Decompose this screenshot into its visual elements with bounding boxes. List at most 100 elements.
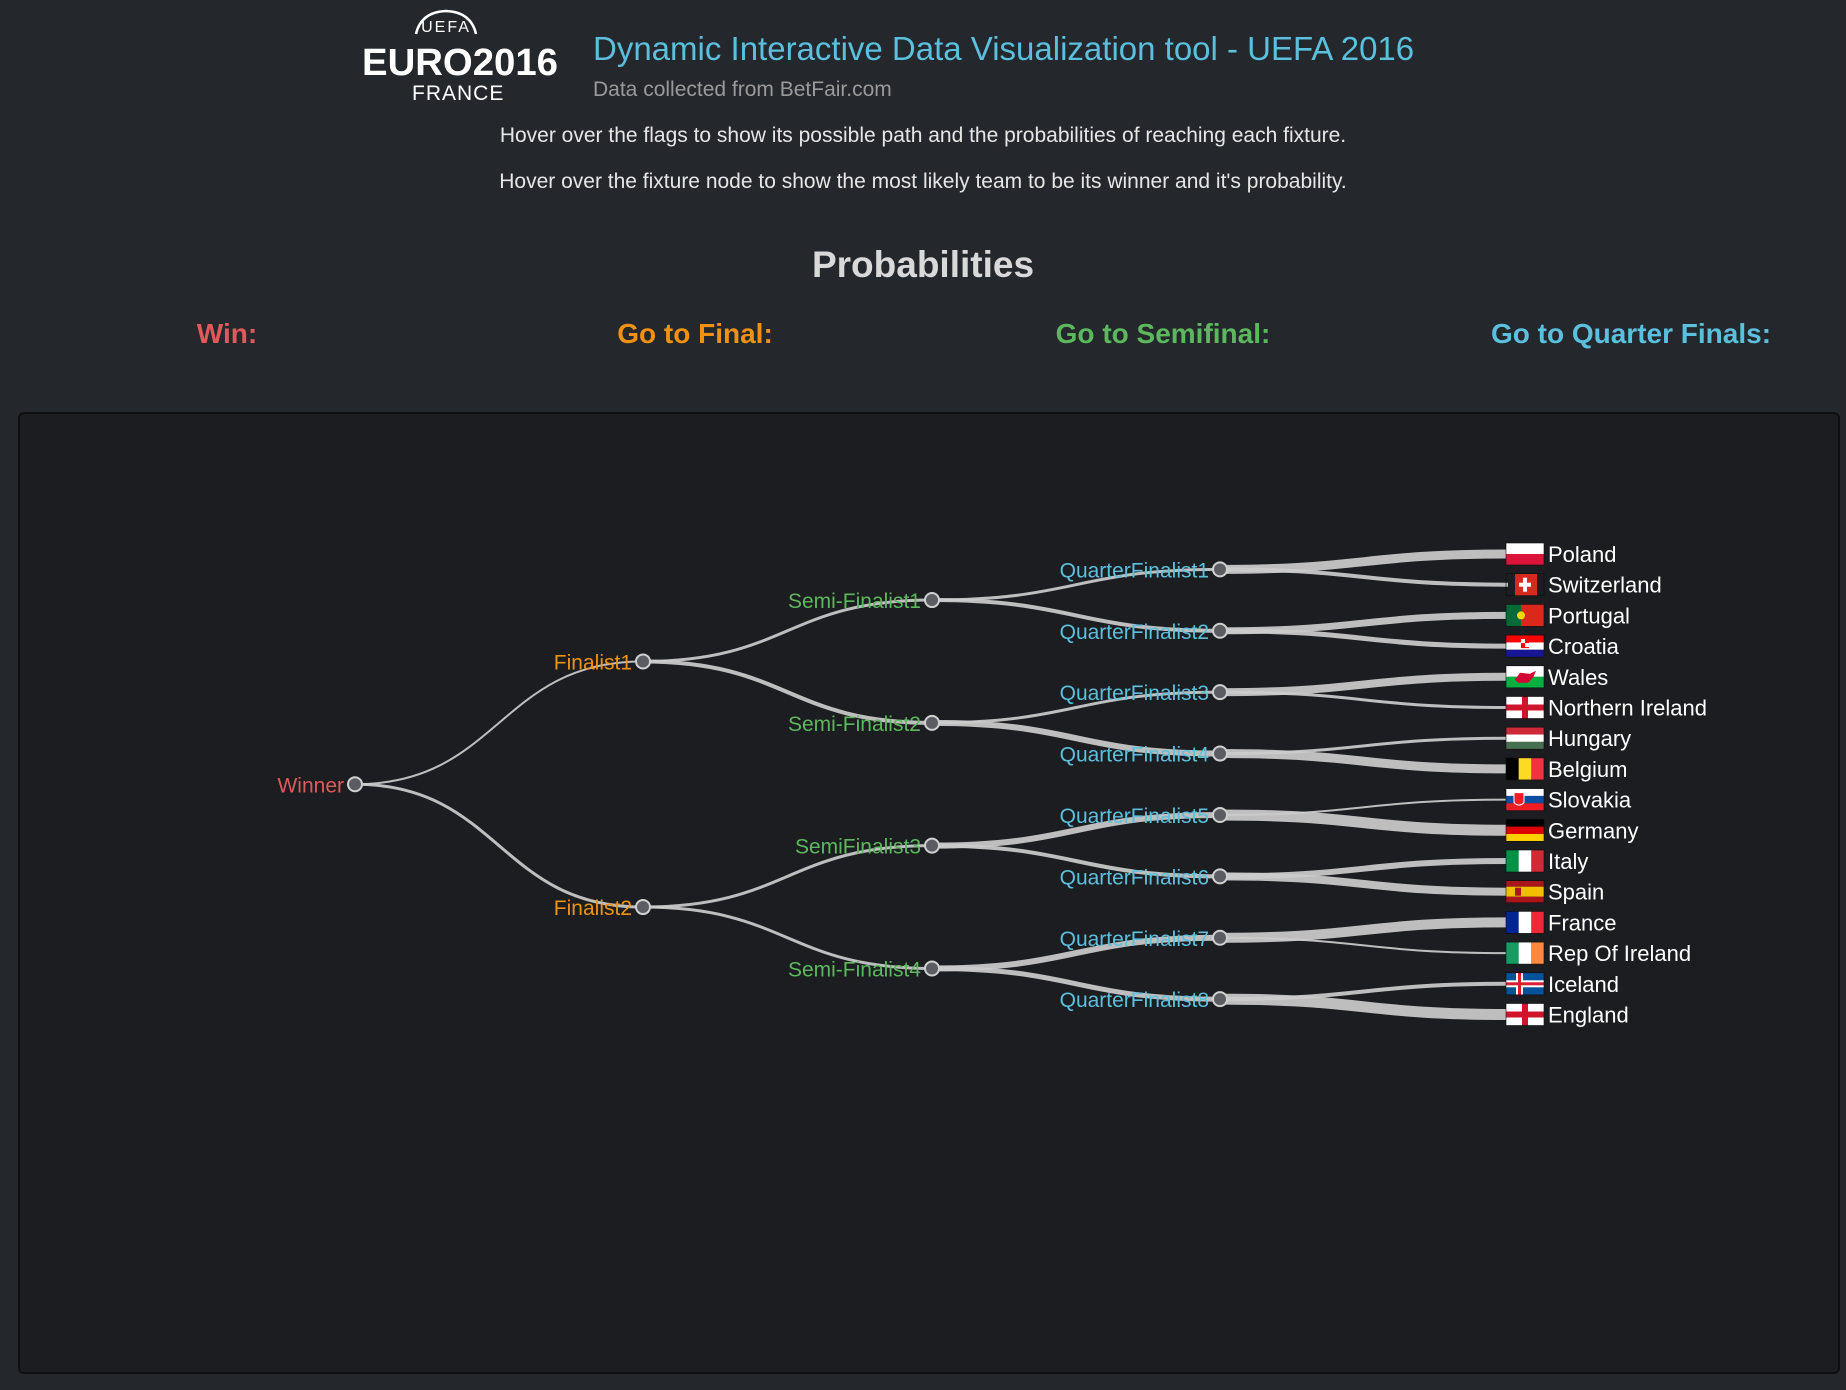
link-semifinalist-quarterfinalist8 [931,965,1221,1002]
portugal-flag-icon[interactable] [1505,604,1545,627]
quarterfinalist5-node[interactable] [1212,806,1228,823]
link-semifinalist-quarterfinalist1 [931,567,1221,602]
logo-country-text: FRANCE [412,82,504,105]
semifinalist2-label: Semi-Finalist2 [788,713,921,736]
team-name-croatia: Croatia [1548,634,1620,659]
quarterfinalist5-label: QuarterFinalist5 [1060,805,1209,828]
team-name-wales: Wales [1548,665,1608,690]
quarterfinalist7-label: QuarterFinalist7 [1060,928,1209,951]
semifinalist1-node[interactable] [924,592,940,609]
switzerland-flag-icon[interactable] [1505,573,1545,596]
link-finalist-semifinalist4 [642,905,933,970]
poland-flag-icon[interactable] [1505,542,1545,566]
link-quarterfinalist-team8 [1219,749,1509,774]
semifinalist3-node[interactable] [924,837,940,854]
quarterfinal-probability-label: Go to Quarter Finals: [1490,318,1772,349]
finalist1-label: Finalist1 [554,651,632,674]
semifinalist1-label: Semi-Finalist1 [788,590,921,613]
semifinalist4-node[interactable] [924,960,940,977]
link-quarterfinalist-team16 [1219,993,1509,1020]
ireland-flag-icon[interactable] [1505,941,1545,965]
link-semifinalist-quarterfinalist4 [931,719,1221,757]
link-quarterfinalist-team6 [1219,690,1509,709]
quarterfinalist2-label: QuarterFinalist2 [1060,621,1209,644]
quarterfinalist4-node[interactable] [1212,745,1228,762]
finalist2-node[interactable] [635,899,651,916]
team-entries: Poland Switzerland Portugal Croatia Wales Nor… [1505,542,1707,1028]
quarterfinalist4-label: QuarterFinalist4 [1060,744,1210,767]
team-name-italy: Italy [1548,849,1588,874]
final-probability-label: Go to Final: [617,318,773,349]
link-finalist-semifinalist2 [642,659,933,725]
quarterfinalist2-node[interactable] [1212,622,1228,639]
quarterfinalist8-label: QuarterFinalist8 [1060,989,1209,1012]
link-finalist-semifinalist1 [642,598,933,663]
slovakia-flag-icon[interactable] [1505,788,1545,811]
winner-node[interactable] [347,776,363,793]
link-semifinalist-quarterfinalist5 [931,811,1221,849]
link-quarterfinalist-team14 [1219,936,1509,955]
team-name-hungary: Hungary [1548,726,1631,751]
semifinal-probability-label: Go to Semifinal: [1055,318,1271,349]
link-semifinalist-quarterfinalist7 [931,934,1221,972]
logo-main-text: EURO2016 [362,42,558,84]
team-name-spain: Spain [1548,880,1604,905]
euro2016-logo: UEFA EURO2016 FRANCE [362,9,558,105]
app-subtitle: Data collected from BetFair.com [593,78,892,101]
bracket-panel: Winner Finalist1 Finalist2 Semi-Finalist1 Se… [18,412,1840,1374]
link-quarterfinalist-team2 [1219,567,1509,587]
instruction-flags: Hover over the flags to show its possibl… [499,124,1347,147]
semifinalist2-node[interactable] [924,714,940,731]
link-quarterfinalist-team1 [1219,549,1509,574]
team-name-germany: Germany [1548,818,1638,843]
app-title: Dynamic Interactive Data Visualization t… [593,30,1415,67]
england-flag-icon[interactable] [1505,1003,1545,1026]
croatia-flag-icon[interactable] [1505,634,1545,658]
bracket-nodes [347,561,1228,1008]
quarterfinalist6-node[interactable] [1212,868,1228,885]
belgium-flag-icon[interactable] [1505,757,1545,781]
team-name-poland: Poland [1548,542,1617,567]
iceland-flag-icon[interactable] [1505,972,1545,996]
quarterfinalist8-node[interactable] [1212,991,1228,1008]
quarterfinalist7-node[interactable] [1212,929,1228,946]
team-name-portugal: Portugal [1548,603,1630,628]
link-quarterfinalist-team10 [1219,809,1509,836]
quarterfinalist3-node[interactable] [1212,684,1228,701]
link-winner-finalist1 [354,660,644,786]
team-name-ireland: Rep Of Ireland [1548,941,1691,966]
link-quarterfinalist-team13 [1219,917,1509,943]
germany-flag-icon[interactable] [1505,818,1545,842]
team-name-england: England [1548,1003,1629,1028]
semifinalist3-label: SemiFinalist3 [795,836,921,859]
winner-label: Winner [277,774,344,797]
team-name-slovakia: Slovakia [1548,788,1632,813]
link-semifinalist-quarterfinalist6 [931,843,1221,879]
probabilities-heading: Probabilities [811,244,1035,285]
hungary-flag-icon[interactable] [1505,726,1545,750]
spain-flag-icon[interactable] [1505,880,1545,904]
quarterfinalist6-label: QuarterFinalist6 [1060,866,1209,889]
wales-flag-icon[interactable] [1505,665,1545,689]
bracket-tree: Winner Finalist1 Finalist2 Semi-Finalist1 Se… [277,542,1707,1028]
bracket-labels: Winner Finalist1 Finalist2 Semi-Finalist1 Se… [277,559,1209,1012]
win-probability-label: Win: [196,318,258,349]
quarterfinalist3-label: QuarterFinalist3 [1060,682,1209,705]
link-quarterfinalist-team12 [1219,872,1509,896]
team-name-switzerland: Switzerland [1548,573,1662,598]
quarterfinalist1-label: QuarterFinalist1 [1060,559,1209,582]
france-flag-icon[interactable] [1505,911,1545,934]
link-quarterfinalist-team3 [1219,611,1509,635]
instruction-fixture: Hover over the fixture node to show the … [499,170,1347,193]
team-name-iceland: Iceland [1548,972,1619,997]
italy-flag-icon[interactable] [1505,849,1545,873]
link-finalist-semifinalist3 [642,844,933,909]
team-name-northern-ireland: Northern Ireland [1548,696,1707,721]
northern-ireland-flag-icon[interactable] [1505,696,1545,719]
link-quarterfinalist-team5 [1219,672,1509,697]
logo-top-text: UEFA [421,19,471,36]
bracket-links [354,549,1509,1020]
quarterfinalist1-node[interactable] [1212,561,1228,578]
link-winner-finalist2 [354,782,644,909]
finalist1-node[interactable] [635,653,651,670]
